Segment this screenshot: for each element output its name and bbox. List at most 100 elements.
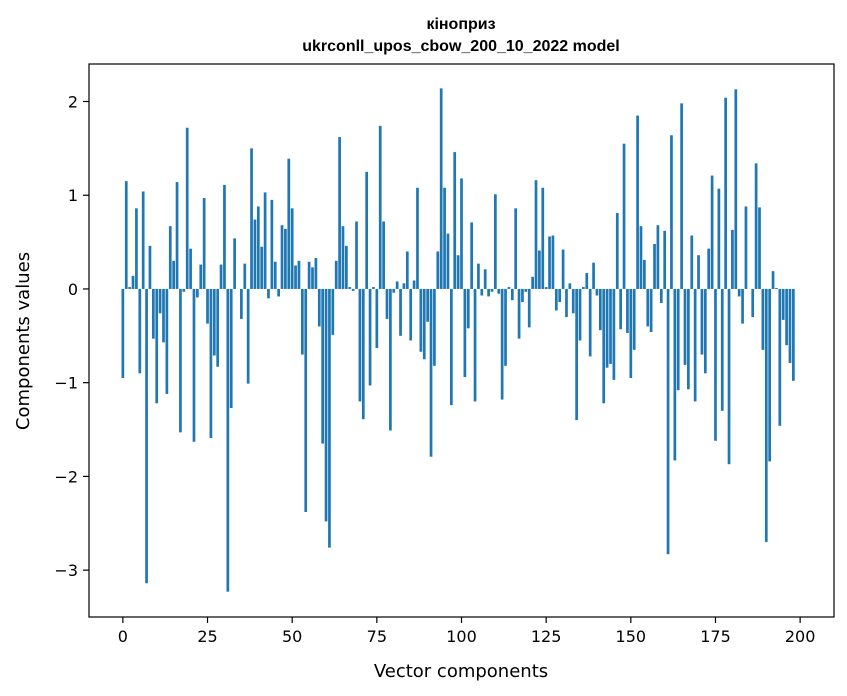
bar-163: [673, 288, 677, 461]
bar-48: [284, 228, 287, 289]
y-axis-ticks: −3 −2 −1 0 1 2: [54, 92, 89, 580]
bar-63: [334, 260, 338, 289]
bar-154: [643, 259, 646, 289]
bar-43: [267, 288, 270, 299]
bar-108: [487, 288, 490, 297]
bar-137: [585, 273, 589, 289]
x-tick-label: 75: [367, 627, 387, 646]
bar-127: [551, 235, 555, 289]
bar-124: [541, 187, 545, 289]
bar-3: [131, 275, 135, 289]
plot-frame: [88, 63, 835, 618]
bar-67: [348, 287, 352, 289]
bar-87: [416, 187, 419, 289]
bar-100: [460, 178, 463, 289]
bar-105: [477, 263, 480, 289]
bar-90: [426, 288, 429, 322]
y-tick-label: 0: [68, 280, 78, 299]
bar-92: [433, 288, 436, 366]
chart-subtitle: ukrconll_upos_cbow_200_10_2022 model: [302, 38, 619, 55]
bar-42: [263, 192, 267, 289]
bar-76: [378, 125, 382, 289]
bar-179: [727, 288, 731, 465]
bar-56: [311, 267, 314, 289]
bar-134: [575, 288, 578, 421]
bars-group: [121, 88, 795, 592]
bar-196: [785, 288, 788, 346]
bar-121: [531, 276, 534, 289]
bar-66: [345, 245, 348, 289]
bar-80: [392, 288, 396, 293]
bar-27: [212, 288, 216, 356]
x-tick-label: 150: [616, 627, 647, 646]
bar-119: [524, 288, 528, 292]
bar-55: [307, 261, 311, 289]
bar-81: [395, 281, 399, 289]
bar-155: [646, 288, 650, 327]
x-axis-label: Vector components: [374, 661, 548, 682]
bar-75: [375, 288, 379, 348]
bar-28: [216, 288, 220, 367]
bar-7: [145, 288, 148, 584]
bar-106: [480, 288, 484, 296]
bar-71: [361, 288, 365, 420]
bar-103: [470, 222, 474, 289]
x-tick-label: 200: [785, 627, 816, 646]
bar-38: [250, 148, 253, 289]
bar-118: [521, 288, 524, 303]
bar-91: [429, 288, 433, 457]
bar-12: [162, 288, 165, 343]
bar-13: [165, 288, 169, 394]
bar-126: [548, 236, 551, 289]
bar-21: [192, 288, 196, 442]
bar-109: [490, 288, 494, 292]
bar-95: [443, 187, 446, 289]
bar-144: [609, 288, 612, 364]
bar-131: [565, 288, 568, 318]
y-axis-label: Components values: [13, 252, 34, 430]
bar-188: [758, 207, 761, 289]
bar-184: [744, 206, 748, 289]
bar-17: [179, 288, 182, 433]
bar-189: [761, 288, 765, 350]
bar-170: [697, 255, 700, 289]
bar-44: [270, 199, 274, 289]
bar-150: [629, 288, 633, 378]
bar-85: [409, 288, 413, 341]
bar-26: [209, 288, 213, 438]
bar-53: [300, 288, 304, 355]
bar-46: [277, 288, 280, 297]
bar-39: [253, 219, 257, 289]
bar-84: [405, 251, 409, 289]
bar-132: [568, 283, 572, 289]
bar-172: [703, 288, 707, 374]
bar-16: [175, 182, 179, 289]
bar-122: [534, 180, 538, 289]
bar-181: [734, 89, 738, 289]
bar-40: [256, 206, 260, 289]
bar-129: [558, 288, 562, 303]
bar-24: [202, 198, 206, 289]
bar-116: [514, 208, 518, 289]
y-tick-label: −2: [54, 467, 78, 486]
bar-136: [582, 287, 585, 289]
bar-97: [449, 288, 453, 406]
bar-20: [189, 248, 192, 289]
bar-8: [148, 245, 152, 289]
bar-49: [287, 158, 291, 289]
bar-18: [182, 288, 186, 292]
bar-182: [737, 288, 741, 297]
bar-31: [226, 288, 230, 592]
bar-107: [483, 269, 487, 289]
x-tick-label: 175: [700, 627, 731, 646]
bar-177: [720, 288, 724, 411]
bar-130: [561, 249, 565, 289]
bar-142: [602, 288, 606, 404]
bar-195: [781, 288, 785, 320]
bar-167: [687, 288, 690, 390]
bar-59: [321, 288, 325, 444]
bar-64: [338, 137, 341, 289]
bar-117: [517, 288, 521, 339]
bar-174: [710, 175, 714, 289]
bar-101: [463, 288, 467, 378]
